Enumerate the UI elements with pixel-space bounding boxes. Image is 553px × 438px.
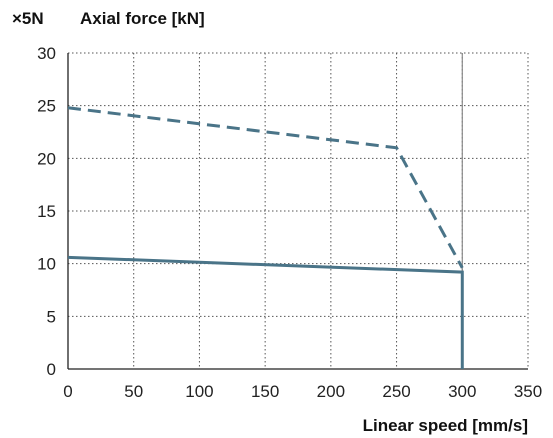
- x-tick-label-50: 50: [124, 382, 143, 401]
- y-tick-label-5: 5: [47, 307, 56, 326]
- x-tick-label-150: 150: [251, 382, 279, 401]
- y-tick-label-30: 30: [37, 44, 56, 63]
- x-tick-label-0: 0: [63, 382, 72, 401]
- tick-labels: 0 50 100 150 200 250 300 350 0 5 10 15 20 25 30: [37, 44, 542, 401]
- x-tick-label-300: 300: [448, 382, 476, 401]
- y-tick-label-15: 15: [37, 202, 56, 221]
- x-tick-label-250: 250: [382, 382, 410, 401]
- y-tick-label-25: 25: [37, 97, 56, 116]
- y-tick-label-10: 10: [37, 255, 56, 274]
- unit-prefix: ×5N: [12, 9, 44, 28]
- x-tick-label-200: 200: [317, 382, 345, 401]
- y-tick-label-0: 0: [47, 360, 56, 379]
- series-solid-line: [67, 255, 464, 369]
- axes: [67, 53, 528, 370]
- x-tick-label-100: 100: [185, 382, 213, 401]
- grid: [68, 52, 529, 369]
- y-tick-label-20: 20: [37, 149, 56, 168]
- x-axis-title: Linear speed [mm/s]: [363, 416, 528, 435]
- x-tick-label-350: 350: [514, 382, 542, 401]
- series-group: [67, 106, 464, 369]
- series-dashed-line: [67, 106, 464, 269]
- y-axis-title: Axial force [kN]: [80, 9, 205, 28]
